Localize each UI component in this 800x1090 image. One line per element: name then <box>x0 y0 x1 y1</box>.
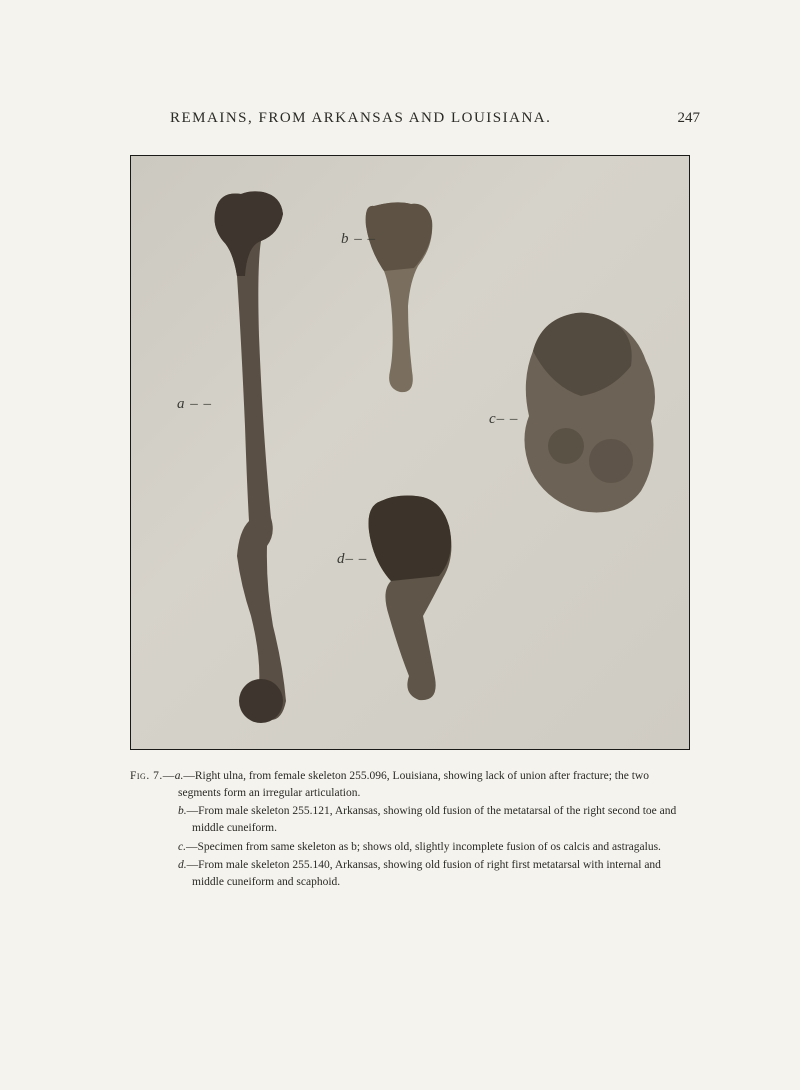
caption-entry-b: b.—From male skeleton 255.121, Arkansas,… <box>130 803 690 836</box>
figure-label-d: d– – <box>337 551 367 568</box>
caption-text-c-2: and astragalus. <box>593 841 661 853</box>
figure-label-a: a – – <box>177 396 212 413</box>
figure-caption: Fig. 7.—a.—Right ulna, from female skele… <box>130 768 690 891</box>
caption-entry-a: Fig. 7.—a.—Right ulna, from female skele… <box>130 768 690 801</box>
caption-entry-c: c.—Specimen from same skeleton as b; sho… <box>130 839 690 856</box>
caption-letter-b: b. <box>178 805 187 817</box>
caption-entry-d: d.—From male skeleton 255.140, Arkansas,… <box>130 857 690 890</box>
specimen-b-metatarsal <box>356 196 441 396</box>
page-container: REMAINS, FROM ARKANSAS AND LOUISIANA. 24… <box>0 0 800 933</box>
specimen-a-ulna <box>201 186 311 726</box>
caption-text-d-1: —From male skeleton 255.140, Arkansas, s… <box>187 859 581 871</box>
caption-text-a-1: —Right ulna, from female skeleton 255.09… <box>183 770 570 782</box>
running-title: REMAINS, FROM ARKANSAS AND LOUISIANA. <box>170 110 551 127</box>
page-header: REMAINS, FROM ARKANSAS AND LOUISIANA. 24… <box>110 110 710 127</box>
specimen-c-calcis-astragalus <box>511 306 661 521</box>
figure-plate: a – – b – – c– – d– – <box>130 155 690 750</box>
caption-text-b-1: —From male skeleton 255.121, Arkansas, s… <box>187 805 581 817</box>
caption-figure-lead: Fig. 7.— <box>130 770 175 782</box>
page-number: 247 <box>678 110 701 127</box>
specimen-d-metatarsal-cuneiform <box>361 486 461 706</box>
caption-letter-d: d. <box>178 859 187 871</box>
figure-label-b: b – – <box>341 231 376 248</box>
figure-label-c: c– – <box>489 411 518 428</box>
caption-letter-c: c. <box>178 841 186 853</box>
caption-text-c-1: —Specimen from same skeleton as b; shows… <box>186 841 590 853</box>
